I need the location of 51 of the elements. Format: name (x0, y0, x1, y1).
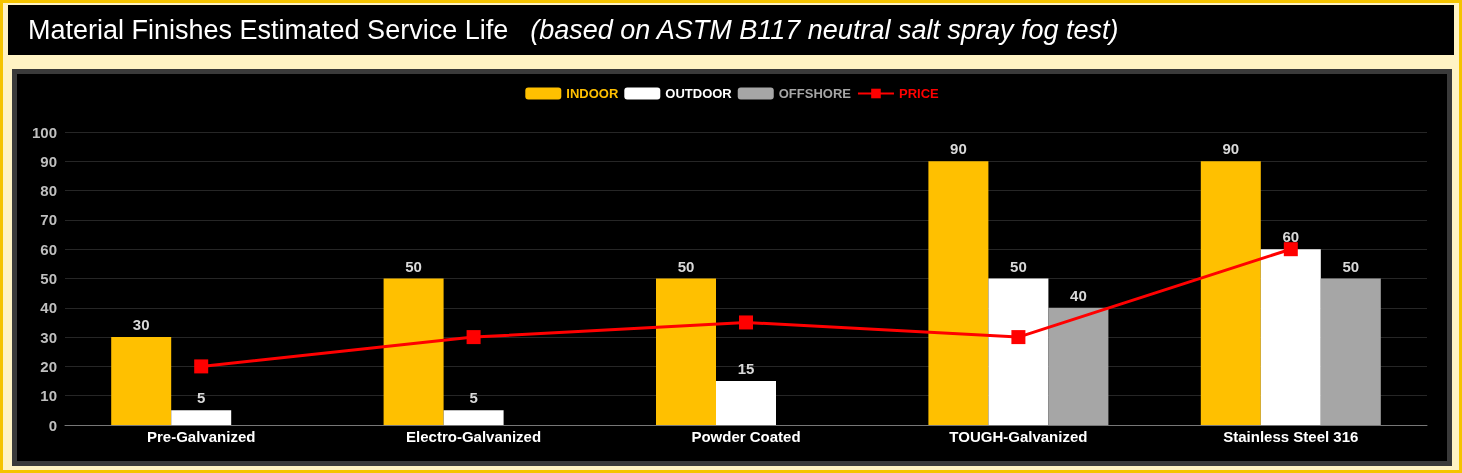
y-tick-label: 0 (48, 416, 57, 434)
data-label: 50 (677, 257, 695, 275)
bar (171, 410, 232, 425)
data-label: 5 (469, 389, 478, 407)
point (1011, 330, 1026, 345)
data-label: 50 (405, 257, 422, 275)
bar (1320, 278, 1381, 425)
bar (988, 278, 1049, 425)
data-label: 5 (197, 389, 206, 407)
y-tick-label: 50 (40, 270, 57, 287)
legend-label: INDOOR (566, 86, 619, 101)
x-tick-label: Stainless Steel 316 (1223, 428, 1359, 445)
data-label: 90 (1222, 140, 1240, 158)
bar (383, 278, 444, 425)
x-tick-label: TOUGH-Galvanized (949, 428, 1088, 445)
data-label: 50 (1342, 257, 1360, 275)
y-tick-label: 30 (40, 328, 57, 346)
y-tick-label: 90 (40, 152, 57, 170)
data-label: 60 (1282, 228, 1300, 246)
y-tick-label: 100 (31, 123, 57, 141)
point (466, 330, 481, 345)
bar (1200, 161, 1261, 425)
data-label: 15 (737, 360, 755, 378)
y-tick-label: 60 (40, 240, 57, 258)
bar (656, 278, 716, 425)
data-label: 30 (132, 316, 150, 334)
legend-label: OFFSHORE (778, 86, 852, 101)
x-tick-label: Pre-Galvanized (147, 428, 256, 445)
point (1283, 242, 1298, 257)
legend-label: PRICE (898, 86, 940, 101)
bar (1260, 249, 1321, 425)
bar (1048, 307, 1109, 425)
y-tick-label: 40 (40, 299, 57, 317)
x-tick-label: Powder Coated (691, 428, 801, 445)
y-tick-label: 10 (40, 387, 57, 405)
point (739, 315, 753, 330)
y-tick-label: 80 (40, 182, 57, 200)
legend-label: OUTDOOR (665, 86, 733, 101)
y-tick-label: 20 (40, 357, 57, 375)
bar (716, 381, 776, 425)
chart-title: Material Finishes Estimated Service Life (28, 14, 509, 46)
y-tick-label: 70 (40, 211, 57, 229)
data-label: 90 (950, 140, 967, 158)
data-label: 50 (1010, 257, 1027, 275)
chart-subtitle: (based on ASTM B117 neutral salt spray fog test) (530, 14, 1119, 46)
data-label: 40 (1070, 286, 1087, 304)
bar (928, 161, 989, 425)
point (194, 359, 209, 374)
x-tick-label: Electro-Galvanized (406, 428, 542, 445)
bar (111, 337, 172, 425)
bar (443, 410, 504, 425)
